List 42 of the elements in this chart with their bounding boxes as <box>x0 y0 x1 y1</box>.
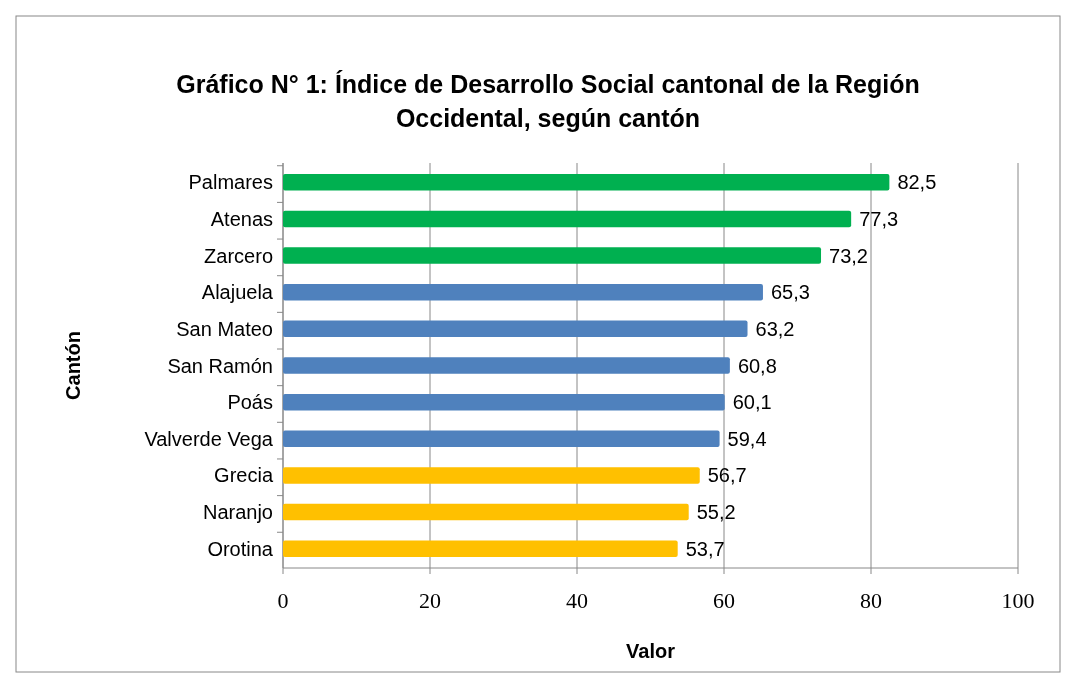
chart-title: Gráfico N° 1: Índice de Desarrollo Social cantonal de la Región Occidental, según cantón <box>176 70 920 132</box>
bar <box>283 283 763 301</box>
bar <box>283 393 725 411</box>
y-tick-label: Naranjo <box>202 501 273 524</box>
bar <box>283 467 700 484</box>
y-tick-label: Grecia <box>214 464 274 487</box>
bar <box>283 174 890 191</box>
bar <box>283 357 730 374</box>
data-label: 73,2 <box>829 244 868 267</box>
data-label: 65,3 <box>770 281 810 304</box>
data-label: 56,7 <box>707 464 747 487</box>
y-tick-label: San Mateo <box>176 317 273 340</box>
data-label: 77,3 <box>859 207 899 230</box>
y-tick-label: Valverde Vega <box>144 427 274 450</box>
bar <box>283 320 748 338</box>
y-axis-title: Cantón <box>62 331 84 400</box>
x-axis-title: Valor <box>626 640 676 662</box>
x-tick-label: 40 <box>566 588 588 613</box>
x-tick-label: 0 <box>277 588 289 613</box>
y-tick-label: San Ramón <box>167 354 273 377</box>
data-label: 82,5 <box>897 171 937 194</box>
bar <box>283 247 822 264</box>
y-tick-label: Alajuela <box>201 281 274 304</box>
y-tick-label: Orotina <box>207 537 274 560</box>
data-label: 55,2 <box>696 501 736 524</box>
x-tick-label: 100 <box>1001 588 1035 613</box>
data-label: 59,4 <box>727 427 767 450</box>
x-tick-label: 60 <box>713 588 735 613</box>
y-tick-label: Zarcero <box>204 244 273 267</box>
x-tick-label: 80 <box>860 588 882 613</box>
data-label: 53,7 <box>685 537 725 560</box>
data-label: 60,8 <box>737 354 777 377</box>
bar <box>283 503 689 521</box>
y-tick-label: Atenas <box>210 207 273 230</box>
bar <box>283 210 852 228</box>
x-tick-label: 20 <box>419 588 441 613</box>
data-label: 63,2 <box>755 317 795 340</box>
data-label: 60,1 <box>732 391 772 414</box>
bar <box>283 430 720 448</box>
y-tick-label: Palmares <box>188 171 273 194</box>
y-tick-label: Poás <box>227 391 273 414</box>
bar <box>283 540 678 557</box>
